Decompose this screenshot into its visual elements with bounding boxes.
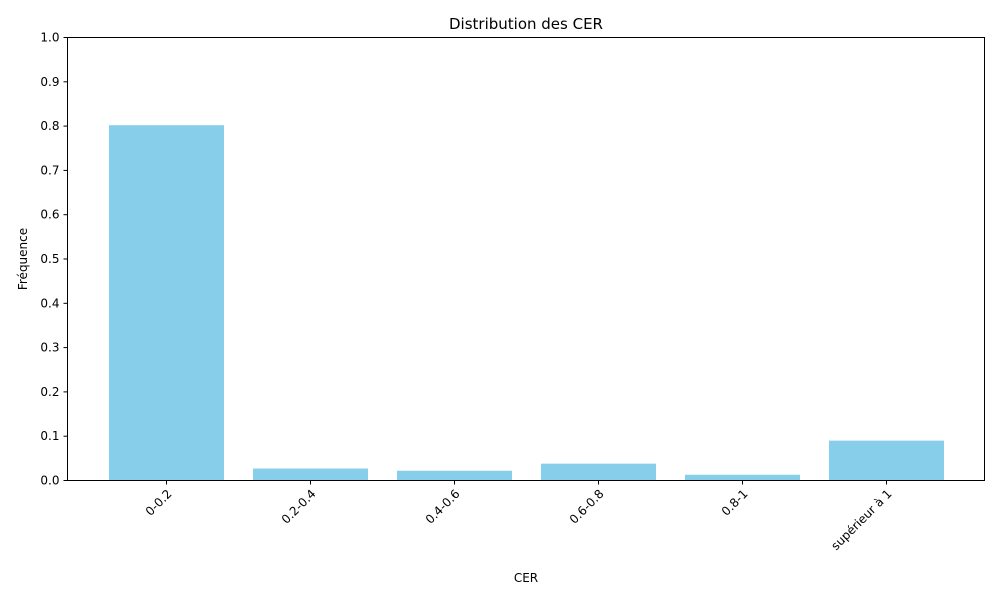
y-tick-label: 0.9 [40, 75, 59, 89]
bar-1 [109, 125, 224, 481]
y-tick-label: 0.4 [40, 296, 59, 310]
bar-2 [253, 468, 368, 481]
bar-6 [829, 440, 944, 481]
y-tick-label: 0.6 [40, 208, 59, 222]
bars-group [109, 125, 944, 481]
y-tick-label: 0.5 [40, 252, 59, 266]
y-tick-label: 0.7 [40, 163, 59, 177]
y-axis: 0.0 0.1 0.2 0.3 0.4 0.5 0.6 0.7 0.8 0.9 1.0 [40, 31, 68, 488]
y-tick-label: 0.0 [40, 474, 59, 488]
y-tick-label: 1.0 [40, 31, 59, 45]
x-axis-label: CER [514, 571, 538, 585]
bar-3 [397, 470, 512, 481]
y-tick-label: 0.1 [40, 429, 59, 443]
y-tick-label: 0.2 [40, 385, 59, 399]
chart-title: Distribution des CER [449, 15, 603, 33]
y-tick-label: 0.3 [40, 341, 59, 355]
bar-4 [541, 463, 656, 481]
plot-frame [67, 37, 985, 481]
y-axis-label: Fréquence [16, 228, 30, 290]
bar-5 [685, 474, 800, 481]
y-tick-label: 0.8 [40, 119, 59, 133]
